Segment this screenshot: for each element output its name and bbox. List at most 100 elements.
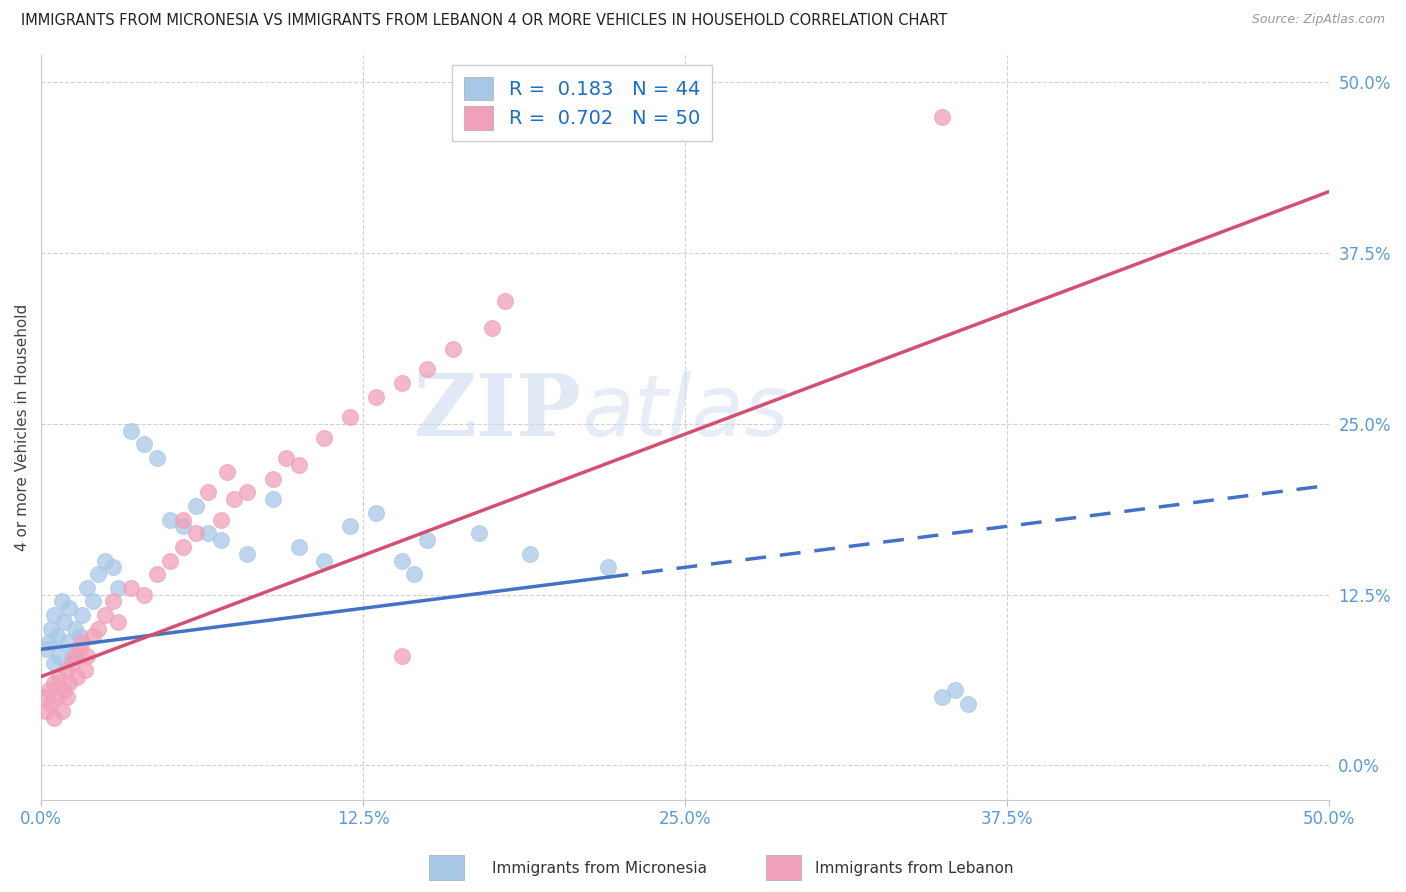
Point: [159, 553, 181, 567]
Point: [38, 635, 60, 649]
Point: [262, 491, 284, 506]
Point: [51, 594, 73, 608]
Point: [391, 553, 413, 567]
Point: [364, 390, 387, 404]
Text: Source: ZipAtlas.com: Source: ZipAtlas.com: [1251, 13, 1385, 27]
Point: [197, 526, 219, 541]
Point: [132, 588, 155, 602]
Point: [69, 629, 91, 643]
Point: [63, 622, 86, 636]
Point: [481, 321, 503, 335]
Point: [519, 547, 541, 561]
Point: [56, 690, 79, 704]
Point: [38, 683, 60, 698]
Point: [41, 697, 63, 711]
Point: [314, 431, 336, 445]
Point: [41, 622, 63, 636]
Point: [66, 670, 89, 684]
Point: [146, 451, 169, 466]
Point: [32, 690, 55, 704]
Point: [441, 342, 464, 356]
Point: [56, 635, 79, 649]
Point: [82, 594, 104, 608]
Point: [87, 622, 110, 636]
Point: [42, 656, 65, 670]
Text: atlas: atlas: [582, 371, 790, 454]
Point: [184, 526, 207, 541]
Point: [51, 704, 73, 718]
Point: [120, 581, 142, 595]
Point: [63, 649, 86, 664]
Point: [82, 629, 104, 643]
Point: [172, 512, 194, 526]
Point: [94, 553, 117, 567]
Text: ZIP: ZIP: [415, 370, 582, 454]
Point: [35, 642, 58, 657]
Point: [120, 424, 142, 438]
Point: [339, 410, 361, 425]
Point: [209, 512, 232, 526]
Point: [215, 465, 238, 479]
Point: [184, 499, 207, 513]
Point: [236, 485, 259, 500]
Legend: R =  0.183   N = 44, R =  0.702   N = 50: R = 0.183 N = 44, R = 0.702 N = 50: [453, 65, 711, 142]
Point: [494, 293, 516, 308]
Point: [107, 581, 129, 595]
Point: [45, 629, 67, 643]
Point: [48, 670, 70, 684]
Point: [224, 491, 246, 506]
Point: [45, 690, 67, 704]
Text: IMMIGRANTS FROM MICRONESIA VS IMMIGRANTS FROM LEBANON 4 OR MORE VEHICLES IN HOUS: IMMIGRANTS FROM MICRONESIA VS IMMIGRANTS…: [21, 13, 948, 29]
Point: [73, 663, 96, 677]
Point: [159, 512, 181, 526]
Point: [931, 690, 953, 704]
Point: [931, 110, 953, 124]
Point: [364, 506, 387, 520]
Point: [53, 615, 76, 629]
Point: [53, 683, 76, 698]
Text: Immigrants from Micronesia: Immigrants from Micronesia: [492, 861, 707, 876]
Point: [56, 663, 79, 677]
Point: [94, 608, 117, 623]
Point: [72, 608, 94, 623]
Point: [468, 526, 491, 541]
Text: Immigrants from Lebanon: Immigrants from Lebanon: [815, 861, 1014, 876]
Point: [72, 635, 94, 649]
Point: [60, 649, 83, 664]
Point: [209, 533, 232, 547]
Point: [103, 594, 125, 608]
Point: [87, 567, 110, 582]
Point: [416, 533, 439, 547]
Point: [48, 649, 70, 664]
Point: [943, 683, 966, 698]
Point: [69, 642, 91, 657]
Point: [172, 519, 194, 533]
Point: [339, 519, 361, 533]
Point: [391, 376, 413, 390]
Point: [132, 437, 155, 451]
Point: [172, 540, 194, 554]
Point: [404, 567, 426, 582]
Point: [146, 567, 169, 582]
Y-axis label: 4 or more Vehicles in Household: 4 or more Vehicles in Household: [15, 303, 30, 551]
Point: [60, 656, 83, 670]
Point: [416, 362, 439, 376]
Point: [391, 649, 413, 664]
Point: [42, 676, 65, 690]
Point: [596, 560, 619, 574]
Point: [76, 581, 98, 595]
Point: [236, 547, 259, 561]
Point: [42, 710, 65, 724]
Point: [76, 649, 98, 664]
Point: [58, 676, 80, 690]
Point: [287, 540, 309, 554]
Point: [197, 485, 219, 500]
Point: [103, 560, 125, 574]
Point: [35, 704, 58, 718]
Point: [107, 615, 129, 629]
Point: [42, 608, 65, 623]
Point: [957, 697, 980, 711]
Point: [287, 458, 309, 472]
Point: [314, 553, 336, 567]
Point: [58, 601, 80, 615]
